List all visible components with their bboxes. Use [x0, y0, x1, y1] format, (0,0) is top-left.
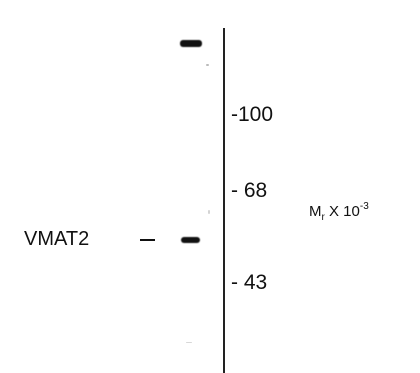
protein-pointer-dash: [140, 239, 155, 241]
protein-label: VMAT2: [24, 228, 90, 250]
background-speck: [186, 342, 192, 343]
mr-main: M: [309, 203, 322, 220]
background-speck: [206, 64, 209, 66]
blot-lane: [170, 20, 214, 360]
marker-axis-line: [223, 28, 225, 373]
background-speck: [208, 210, 210, 214]
mr-times: X 10: [324, 203, 360, 220]
mr-exponent: -3: [359, 201, 369, 212]
band-vmat2: [181, 237, 200, 243]
mr-subscript: r: [321, 212, 325, 223]
marker-label-43: - 43: [231, 271, 268, 294]
marker-label-100: -100: [231, 103, 274, 126]
band-high-mw: [180, 40, 202, 47]
marker-label-68: - 68: [231, 179, 268, 202]
molecular-weight-unit-label: Mr X 10-3: [309, 202, 369, 223]
